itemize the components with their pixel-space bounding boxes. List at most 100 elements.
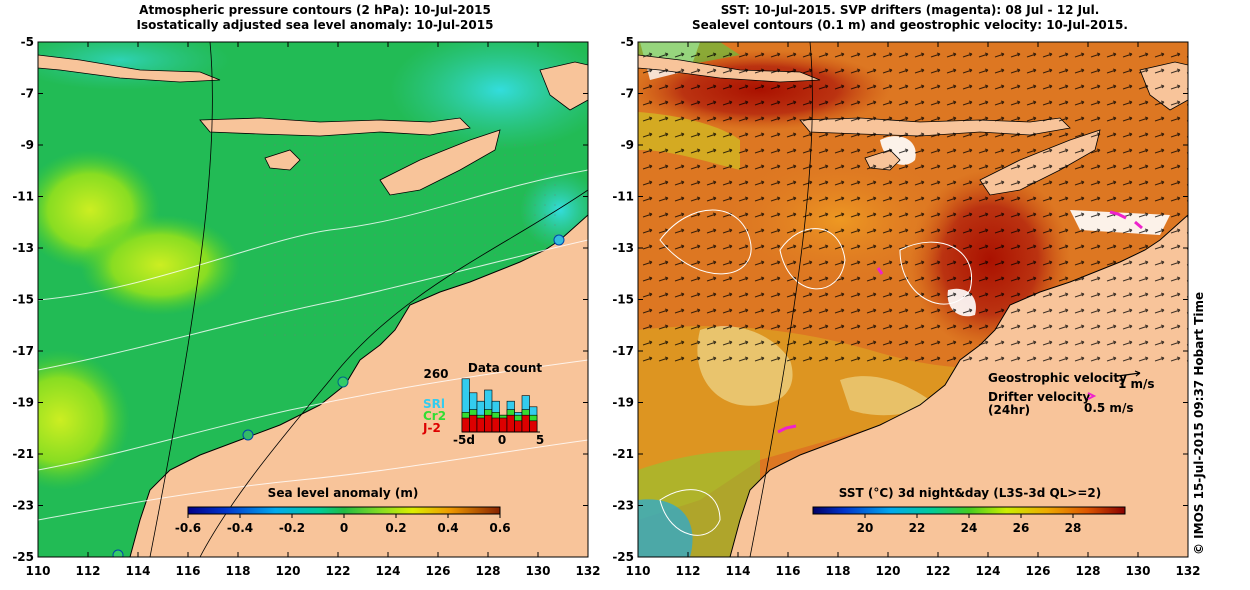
x-tick-label: 132 (575, 564, 600, 578)
northeast-islands (539, 61, 588, 111)
pressure-contour (38, 169, 588, 301)
data-count-bar-j2 (491, 417, 500, 433)
data-count-bar-j2 (529, 420, 538, 433)
sealevel-contour (779, 228, 846, 290)
data-count-bar-j2 (514, 420, 523, 433)
y-tick-label: -17 (612, 344, 634, 358)
data-count-bar-j2 (499, 417, 508, 433)
right-x-axis: 110 112 114 116 118 120 122 124 126 128 130 132 (625, 42, 1201, 578)
y-tick-label: -15 (612, 293, 634, 307)
australia-landmass (129, 214, 588, 557)
colorbar-tick-label: -0.6 (175, 521, 201, 535)
tide-gauge-marker[interactable] (553, 234, 565, 246)
right-title-line1: SST: 10-Jul-2015. SVP drifters (magenta)… (720, 3, 1100, 17)
y-tick-label: -17 (12, 344, 34, 358)
data-count-xtick: 0 (498, 433, 506, 447)
colorbar-tick-label: 24 (961, 521, 978, 535)
left-colorbar: Sea level anomaly (m) -0.6 -0.4 -0.2 0 0.2 0.… (175, 486, 511, 535)
data-count-bar-j2 (469, 414, 478, 433)
y-tick-label: -9 (621, 138, 634, 152)
x-tick-label: 130 (525, 564, 550, 578)
x-tick-label: 112 (75, 564, 100, 578)
x-tick-label: 110 (625, 564, 650, 578)
data-count-bar-j2 (461, 417, 470, 433)
anomaly-high-central (80, 215, 240, 315)
right-title: SST: 10-Jul-2015. SVP drifters (magenta)… (630, 3, 1190, 33)
imos-credit: © IMOS 15-Jul-2015 09:37 Hobart Time (1192, 291, 1206, 555)
left-y-axis: -5 -7 -9 -11 -13 -15 -17 -19 -21 -23 -25 (12, 35, 588, 564)
y-tick-label: -15 (12, 293, 34, 307)
x-tick-label: 118 (825, 564, 850, 578)
x-tick-label: 128 (475, 564, 500, 578)
data-count-series-label: SRl (423, 397, 445, 411)
y-tick-label: -11 (12, 190, 34, 204)
right-y-axis: -5 -7 -9 -11 -13 -15 -17 -19 -21 -23 -25 (612, 35, 1188, 564)
drifter-velocity-scale: 0.5 m/s (1084, 401, 1133, 415)
left-title-line1: Atmospheric pressure contours (2 hPa): 1… (139, 3, 491, 17)
y-tick-label: -7 (21, 87, 34, 101)
drifter-track (876, 267, 884, 275)
tide-gauge-marker[interactable] (242, 429, 254, 441)
geo-velocity-label: Geostrophic velocity (988, 371, 1127, 385)
y-tick-label: -13 (612, 241, 634, 255)
data-count-max: 260 (423, 367, 448, 381)
x-tick-label: 126 (1025, 564, 1050, 578)
x-tick-label: 118 (225, 564, 250, 578)
x-tick-label: 122 (925, 564, 950, 578)
sealevel-contour (899, 241, 972, 305)
colorbar-tick-label: -0.4 (227, 521, 253, 535)
y-tick-label: -23 (612, 499, 634, 513)
x-tick-label: 116 (175, 564, 200, 578)
data-count-bar-j2 (506, 414, 515, 433)
x-tick-label: 122 (325, 564, 350, 578)
data-count-xtick: -5d (453, 433, 475, 447)
colorbar-tick-label: 22 (909, 521, 926, 535)
colorbar-tick-label: 0.2 (385, 521, 406, 535)
y-tick-label: -19 (612, 396, 634, 410)
tide-gauge-marker[interactable] (112, 549, 124, 560)
sealevel-contour (659, 209, 752, 275)
velocity-legend: Geostrophic velocity 1 m/s Drifter veloc… (988, 370, 1155, 417)
data-count-inset: Data count 260 SRl Cr2 J-2 -5d 0 5 (422, 361, 544, 447)
right-colorbar-title: SST (°C) 3d night&day (L3S-3d QL>=2) (839, 486, 1102, 500)
timor-island (379, 129, 501, 196)
left-x-axis: 110 112 114 116 118 120 122 124 126 128 130 132 (25, 42, 601, 578)
drifter-arrow-icon (1087, 392, 1097, 400)
right-map (638, 42, 1188, 557)
right-title-line2: Sealevel contours (0.1 m) and geostrophi… (692, 18, 1128, 32)
left-title: Atmospheric pressure contours (2 hPa): 1… (40, 3, 590, 33)
left-colorbar-gradient (187, 506, 501, 515)
x-tick-label: 120 (875, 564, 900, 578)
sealevel-contour (659, 489, 721, 536)
x-tick-label: 114 (725, 564, 750, 578)
y-tick-label: -21 (12, 447, 34, 461)
geostrophic-velocity-arrows (638, 42, 1188, 372)
data-count-bars (461, 378, 538, 433)
x-tick-label: 130 (1125, 564, 1150, 578)
x-tick-label: 120 (275, 564, 300, 578)
x-tick-label: 116 (775, 564, 800, 578)
drifter-velocity-sub: (24hr) (988, 403, 1030, 417)
y-tick-label: -5 (21, 35, 34, 49)
drifter-velocity-label: Drifter velocity (988, 390, 1090, 404)
colorbar-tick-label: 0.4 (437, 521, 458, 535)
data-count-bar-j2 (476, 417, 485, 433)
right-colorbar-gradient (812, 506, 1126, 515)
colorbar-tick-label: 26 (1013, 521, 1030, 535)
geo-velocity-scale: 1 m/s (1118, 377, 1155, 391)
y-tick-label: -7 (621, 87, 634, 101)
left-colorbar-ticks: -0.6 -0.4 -0.2 0 0.2 0.4 0.6 (175, 514, 511, 535)
colorbar-tick-label: 20 (857, 521, 874, 535)
y-tick-label: -21 (612, 447, 634, 461)
x-tick-label: 110 (25, 564, 50, 578)
lesser-sunda-islands (199, 117, 471, 137)
y-tick-label: -25 (12, 550, 34, 564)
y-tick-label: -19 (12, 396, 34, 410)
geo-velocity-arrow-icon (1117, 370, 1141, 377)
bathymetry-contour (149, 42, 213, 557)
x-tick-label: 114 (125, 564, 150, 578)
tide-gauge-marker[interactable] (337, 376, 349, 388)
x-tick-label: 128 (1075, 564, 1100, 578)
bathymetry-contour (199, 189, 588, 557)
